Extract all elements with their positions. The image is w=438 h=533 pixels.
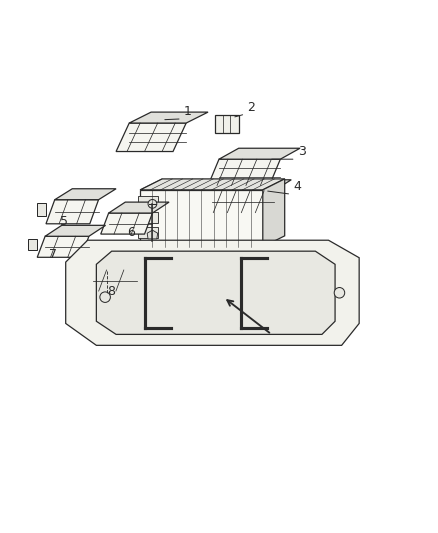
Polygon shape [55,189,116,200]
Text: 3: 3 [298,145,306,158]
Text: 5: 5 [60,215,68,228]
Polygon shape [28,239,37,251]
Text: 6: 6 [127,226,135,239]
Polygon shape [147,230,158,239]
Polygon shape [101,213,152,234]
Polygon shape [116,123,186,151]
Polygon shape [129,112,208,123]
Text: 4: 4 [293,180,301,193]
Polygon shape [140,179,285,190]
Text: 7: 7 [49,248,57,261]
Polygon shape [45,225,106,236]
Polygon shape [109,202,169,213]
Polygon shape [212,180,291,191]
Polygon shape [140,190,263,247]
Circle shape [148,199,157,208]
Polygon shape [93,259,154,270]
Polygon shape [204,191,274,213]
Text: 2: 2 [247,101,255,114]
Polygon shape [138,227,158,238]
Polygon shape [138,212,158,223]
Polygon shape [85,270,137,291]
Polygon shape [219,148,300,159]
Polygon shape [263,179,285,247]
Polygon shape [37,236,89,257]
Polygon shape [96,251,335,334]
Circle shape [100,292,110,302]
Polygon shape [46,200,99,224]
Polygon shape [37,203,46,216]
Polygon shape [208,159,280,185]
Polygon shape [66,240,359,345]
Text: 8: 8 [107,285,115,298]
Polygon shape [138,197,158,207]
Circle shape [334,287,345,298]
Text: 1: 1 [184,104,192,118]
Polygon shape [215,115,239,133]
